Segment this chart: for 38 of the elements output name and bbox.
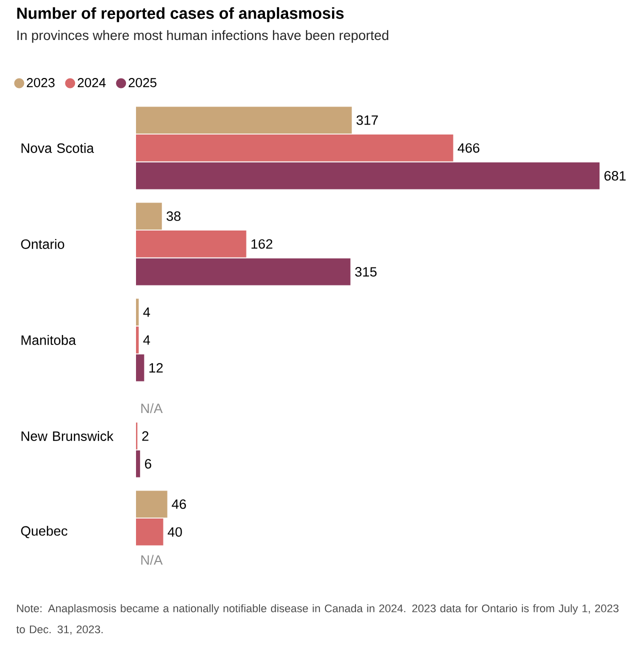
data-label: 38 xyxy=(166,211,180,221)
text: N/A xyxy=(141,403,163,414)
bar xyxy=(136,258,350,286)
y-tick-label: New Brunswick xyxy=(22,431,114,441)
y-tick-label: Manitoba xyxy=(22,335,76,345)
text: N/A xyxy=(141,554,163,565)
data-label: 315 xyxy=(355,267,377,277)
legend-label: 2025 xyxy=(128,78,156,88)
data-label: 2 xyxy=(142,431,148,441)
data-label: 466 xyxy=(458,143,480,153)
y-tick-label: Quebec xyxy=(21,526,68,538)
legend-label: 2024 xyxy=(78,78,106,88)
bar xyxy=(136,490,168,518)
data-label: 4 xyxy=(143,335,150,345)
bar xyxy=(136,326,139,354)
bar xyxy=(136,354,144,382)
bar xyxy=(136,106,352,134)
y-tick-label: Ontario xyxy=(21,239,64,249)
text: Note: Anaplasmosis became a nationally notifiable disease in Canada in 2024. 2023 data for Ontario is from July 1, 2023 to Dec. 31, 2023. xyxy=(16,604,619,635)
bar xyxy=(136,230,246,258)
data-label: 162 xyxy=(252,239,272,249)
bar xyxy=(136,162,600,190)
data-label: 40 xyxy=(168,527,182,537)
bar xyxy=(136,134,454,162)
data-label: 681 xyxy=(604,171,626,181)
bar xyxy=(136,450,140,478)
y-tick-label: Nova Scotia xyxy=(22,143,94,153)
chart-title: Number of reported cases of anaplasmosis xyxy=(17,7,344,22)
data-label: 317 xyxy=(356,115,378,125)
legend-label: 2023 xyxy=(26,78,55,88)
bar xyxy=(136,518,164,546)
data-label: 12 xyxy=(149,363,163,373)
chart-subtitle: In provinces where most human infections have been reported xyxy=(17,30,388,43)
data-label: 4 xyxy=(143,308,150,317)
data-label: 46 xyxy=(172,499,186,509)
bar xyxy=(136,298,139,326)
data-label: 6 xyxy=(144,459,152,469)
bar xyxy=(136,202,162,230)
